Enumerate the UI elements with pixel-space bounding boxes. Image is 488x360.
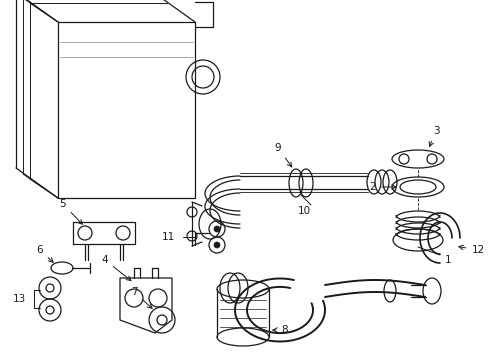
Text: 8: 8 (272, 325, 288, 335)
Text: 4: 4 (102, 255, 131, 280)
Text: 10: 10 (297, 206, 310, 216)
Text: 1: 1 (444, 255, 450, 265)
Text: 11: 11 (162, 232, 175, 242)
Circle shape (214, 226, 220, 232)
Text: 9: 9 (274, 143, 291, 167)
Text: 12: 12 (458, 245, 484, 255)
Circle shape (214, 242, 220, 248)
Text: 3: 3 (428, 126, 438, 147)
Text: 2: 2 (369, 182, 395, 192)
Text: 6: 6 (37, 245, 53, 262)
Text: 13: 13 (13, 294, 26, 304)
Text: 7: 7 (130, 287, 152, 309)
Text: 5: 5 (60, 199, 82, 224)
